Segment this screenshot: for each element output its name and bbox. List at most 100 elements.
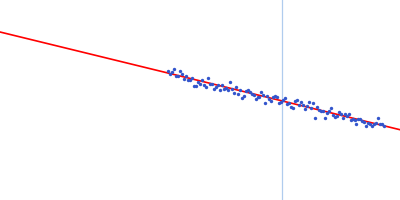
Point bbox=[353, 123, 360, 126]
Point bbox=[244, 88, 251, 92]
Point bbox=[252, 98, 259, 101]
Point bbox=[268, 99, 274, 102]
Point bbox=[266, 98, 272, 101]
Point bbox=[361, 120, 368, 123]
Point bbox=[314, 105, 320, 108]
Point bbox=[332, 115, 338, 118]
Point bbox=[183, 74, 190, 77]
Point bbox=[294, 98, 300, 102]
Point bbox=[276, 102, 282, 105]
Point bbox=[324, 111, 330, 114]
Point bbox=[209, 82, 215, 85]
Point bbox=[223, 87, 229, 90]
Point bbox=[213, 85, 219, 88]
Point bbox=[349, 118, 356, 121]
Point bbox=[248, 92, 255, 95]
Point bbox=[238, 96, 245, 99]
Point bbox=[284, 102, 290, 105]
Point bbox=[246, 91, 253, 94]
Point bbox=[302, 107, 308, 110]
Point bbox=[308, 106, 314, 110]
Point bbox=[179, 72, 186, 75]
Point bbox=[185, 78, 192, 81]
Point bbox=[264, 95, 271, 98]
Point bbox=[306, 101, 312, 104]
Point bbox=[298, 101, 304, 104]
Point bbox=[357, 118, 364, 121]
Point bbox=[199, 79, 205, 82]
Point bbox=[262, 101, 269, 104]
Point bbox=[304, 104, 310, 107]
Point bbox=[236, 88, 243, 91]
Point bbox=[343, 115, 350, 118]
Point bbox=[171, 68, 178, 71]
Point bbox=[197, 83, 203, 86]
Point bbox=[205, 76, 211, 79]
Point bbox=[322, 117, 328, 120]
Point bbox=[377, 123, 384, 126]
Point bbox=[215, 83, 221, 86]
Point bbox=[274, 95, 280, 98]
Point bbox=[203, 86, 209, 89]
Point bbox=[359, 119, 366, 122]
Point bbox=[345, 112, 352, 115]
Point bbox=[296, 104, 302, 107]
Point bbox=[347, 118, 354, 122]
Point bbox=[367, 122, 374, 125]
Point bbox=[240, 94, 247, 98]
Point bbox=[340, 116, 346, 119]
Point bbox=[193, 84, 199, 87]
Point bbox=[326, 109, 332, 113]
Point bbox=[369, 124, 376, 127]
Point bbox=[330, 113, 336, 117]
Point bbox=[234, 93, 241, 96]
Point bbox=[320, 109, 326, 112]
Point bbox=[217, 88, 223, 91]
Point bbox=[242, 90, 249, 93]
Point bbox=[207, 82, 213, 86]
Point bbox=[181, 77, 188, 80]
Point bbox=[282, 97, 288, 100]
Point bbox=[195, 81, 201, 84]
Point bbox=[232, 85, 239, 88]
Point bbox=[288, 105, 294, 109]
Point bbox=[381, 125, 388, 128]
Point bbox=[177, 69, 184, 72]
Point bbox=[379, 123, 386, 126]
Point bbox=[211, 88, 217, 91]
Point bbox=[292, 100, 298, 103]
Point bbox=[375, 116, 382, 120]
Point bbox=[334, 114, 340, 118]
Point bbox=[286, 102, 292, 105]
Point bbox=[290, 106, 296, 109]
Point bbox=[228, 87, 235, 90]
Point bbox=[363, 125, 370, 128]
Point bbox=[191, 84, 197, 88]
Point bbox=[278, 100, 284, 103]
Point bbox=[169, 70, 176, 73]
Point bbox=[250, 93, 257, 97]
Point bbox=[226, 80, 233, 83]
Point bbox=[256, 95, 263, 99]
Point bbox=[260, 94, 267, 97]
Point bbox=[365, 122, 372, 125]
Point bbox=[272, 94, 278, 97]
Point bbox=[373, 121, 380, 124]
Point bbox=[371, 122, 378, 126]
Point bbox=[165, 70, 172, 73]
Point bbox=[312, 116, 318, 120]
Point bbox=[189, 77, 195, 80]
Point bbox=[167, 73, 174, 76]
Point bbox=[316, 108, 322, 111]
Point bbox=[310, 101, 316, 105]
Point bbox=[187, 78, 193, 82]
Point bbox=[270, 95, 276, 98]
Point bbox=[254, 96, 261, 99]
Point bbox=[355, 117, 362, 120]
Point bbox=[201, 83, 207, 87]
Point bbox=[219, 83, 225, 87]
Point bbox=[221, 87, 227, 90]
Point bbox=[318, 110, 324, 113]
Point bbox=[258, 91, 265, 94]
Point bbox=[351, 118, 358, 122]
